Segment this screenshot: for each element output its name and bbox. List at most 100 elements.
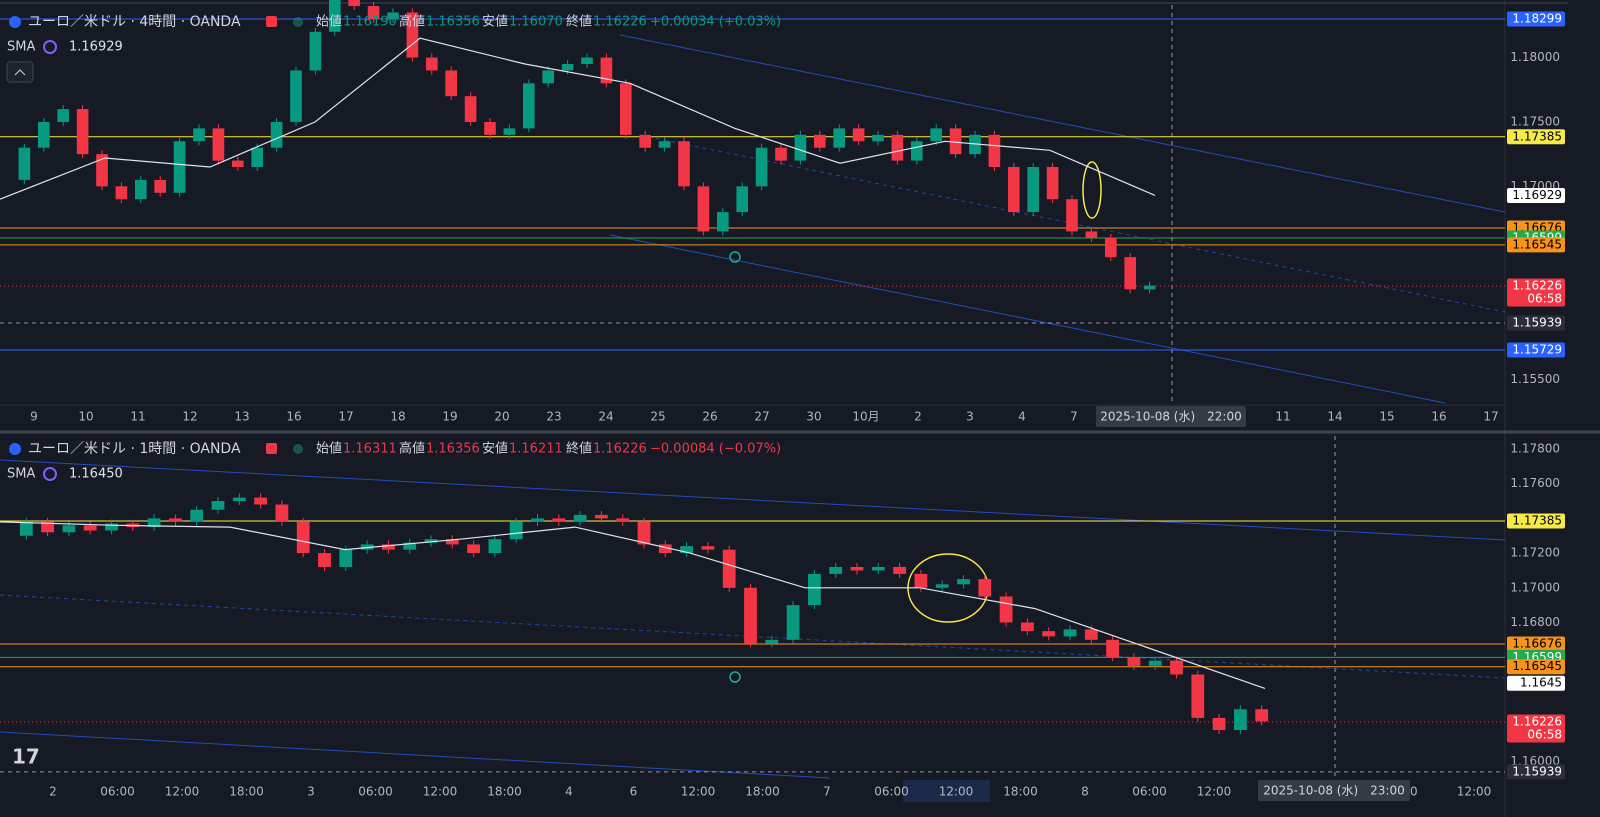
time-label: 2 bbox=[49, 785, 57, 799]
time-label: 24 bbox=[598, 410, 613, 424]
candle bbox=[367, 6, 380, 19]
event-icon[interactable] bbox=[729, 251, 741, 263]
time-label: 18:00 bbox=[745, 785, 780, 799]
time-label: 3 bbox=[966, 410, 974, 424]
time-label: 17 bbox=[1483, 410, 1498, 424]
symbol-title: ユーロ／米ドル · 1時間 · OANDA bbox=[28, 441, 241, 457]
time-label: 15 bbox=[1379, 410, 1394, 424]
time-highlight bbox=[903, 780, 990, 802]
time-label: 27 bbox=[754, 410, 769, 424]
price-tick-label: 1.17200 bbox=[1510, 546, 1560, 560]
time-label: 18 bbox=[390, 410, 405, 424]
candle bbox=[231, 160, 244, 168]
price-tag-label: 1.16545 bbox=[1512, 237, 1562, 251]
time-label: 18:00 bbox=[1003, 785, 1038, 799]
time-label: 8 bbox=[1081, 785, 1089, 799]
candle bbox=[701, 546, 715, 550]
time-label: 10 bbox=[78, 410, 93, 424]
candle bbox=[744, 587, 757, 644]
price-tag bbox=[1507, 764, 1565, 780]
candle bbox=[1148, 660, 1162, 666]
candle bbox=[212, 128, 225, 161]
ohlc-low: 1.16070 bbox=[509, 15, 563, 30]
candle bbox=[893, 566, 906, 574]
time-label: 26 bbox=[702, 410, 717, 424]
candle bbox=[542, 70, 555, 84]
candle bbox=[115, 186, 128, 200]
time-label: 4 bbox=[565, 785, 573, 799]
candle bbox=[957, 579, 970, 585]
sma-label: SMA bbox=[7, 467, 35, 482]
ohlc-close-label: 終値 bbox=[566, 14, 592, 30]
collapse-button[interactable] bbox=[6, 61, 34, 83]
candle bbox=[211, 501, 225, 510]
candle bbox=[193, 128, 205, 142]
time-label: 16 bbox=[1431, 410, 1446, 424]
time-label: 13 bbox=[234, 410, 249, 424]
ohlc-high-label: 高値 bbox=[399, 14, 425, 30]
time-label: 9 bbox=[30, 410, 38, 424]
candle bbox=[1127, 657, 1141, 666]
candle bbox=[382, 544, 395, 550]
time-label: 12:00 bbox=[1457, 785, 1492, 799]
price-tag-label: 1.17385 bbox=[1512, 514, 1562, 528]
candle bbox=[37, 121, 50, 148]
candle bbox=[1021, 622, 1034, 632]
candle bbox=[872, 134, 884, 142]
sma-line bbox=[0, 521, 1266, 689]
candle bbox=[503, 128, 516, 135]
sma-value: 1.16929 bbox=[69, 40, 123, 55]
candle bbox=[57, 109, 70, 122]
price-tag bbox=[1507, 237, 1565, 253]
time-label: 12:00 bbox=[681, 785, 716, 799]
candle bbox=[678, 141, 690, 187]
candle bbox=[850, 566, 864, 571]
channel-line bbox=[0, 459, 1506, 541]
ohlc-open: 1.16190 bbox=[343, 15, 397, 30]
candle bbox=[775, 147, 787, 161]
crosshair-time-box bbox=[1096, 406, 1246, 427]
price-tag-label: 1.15729 bbox=[1512, 343, 1562, 357]
ohlc-close: 1.16226 bbox=[593, 15, 647, 30]
crosshair-time-label: 2025-10-08 (水) 23:00 bbox=[1263, 784, 1405, 798]
price-tag bbox=[1507, 513, 1565, 529]
time-label: 10月 bbox=[852, 410, 879, 424]
candle bbox=[328, 0, 341, 32]
candle bbox=[949, 128, 962, 155]
time-label: 12 bbox=[182, 410, 197, 424]
candle bbox=[531, 518, 544, 522]
candle bbox=[1212, 717, 1226, 731]
price-tag bbox=[1507, 278, 1565, 307]
flag-icon bbox=[266, 16, 277, 27]
candle bbox=[813, 134, 826, 148]
symbol-icon bbox=[9, 443, 21, 455]
price-tag bbox=[1507, 315, 1565, 331]
candle bbox=[62, 525, 76, 533]
time-label: 6 bbox=[630, 785, 638, 799]
candle bbox=[680, 546, 693, 554]
candle bbox=[425, 57, 438, 71]
candle bbox=[1104, 237, 1117, 258]
price-tag bbox=[1507, 636, 1565, 652]
time-label: 20 bbox=[494, 410, 509, 424]
price-tag-label: 1.16929 bbox=[1512, 188, 1562, 202]
candle bbox=[978, 579, 992, 597]
candle bbox=[41, 521, 54, 533]
time-label: 2 bbox=[914, 410, 922, 424]
price-tag-label: 1.16545 bbox=[1512, 659, 1562, 673]
candle bbox=[270, 121, 283, 148]
ohlc-open-label: 始値 bbox=[316, 14, 342, 30]
sma-icon bbox=[43, 40, 57, 54]
price-tag-label: 1.16226 bbox=[1512, 279, 1562, 293]
time-label: 06:00 bbox=[358, 785, 393, 799]
time-label: 17 bbox=[338, 410, 353, 424]
crosshair-time-box bbox=[1258, 780, 1410, 801]
candle bbox=[318, 553, 331, 567]
price-tag-label: 1.16226 bbox=[1512, 715, 1562, 729]
event-icon[interactable] bbox=[729, 671, 741, 683]
candle bbox=[1063, 629, 1077, 637]
candle bbox=[467, 544, 480, 554]
